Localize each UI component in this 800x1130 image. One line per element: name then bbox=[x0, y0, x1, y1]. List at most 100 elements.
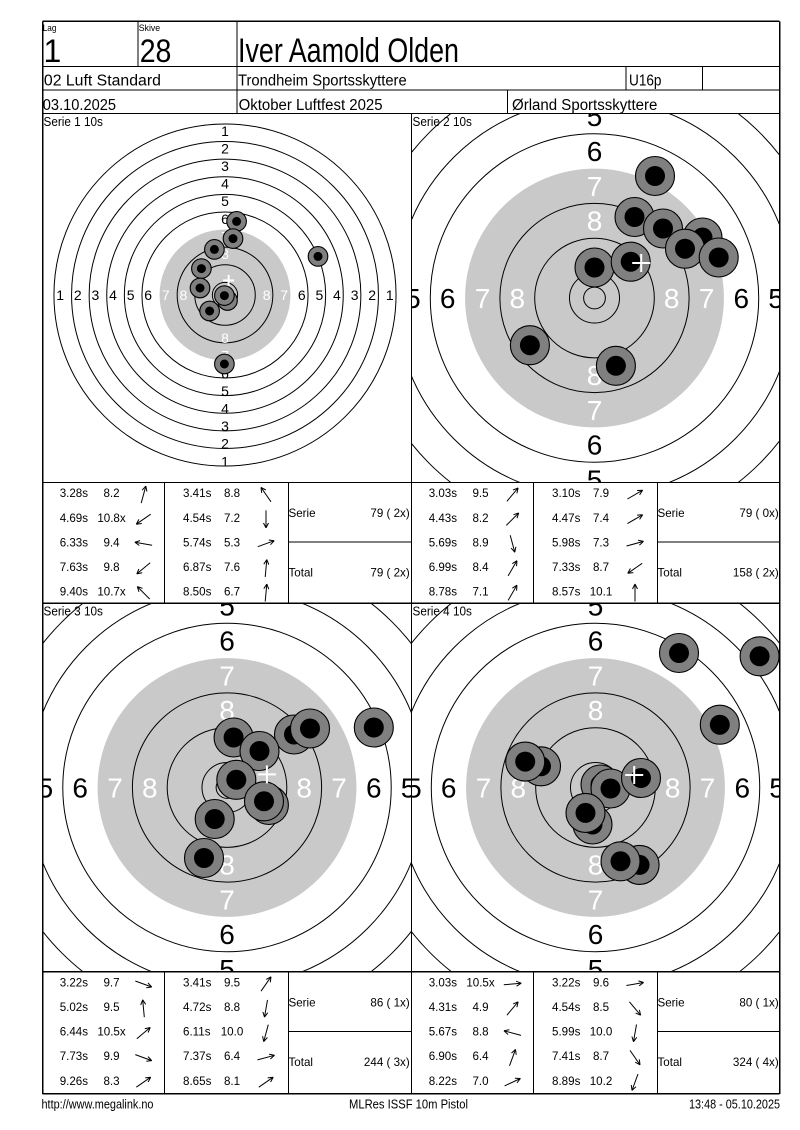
svg-text:6: 6 bbox=[588, 919, 604, 950]
svg-text:6: 6 bbox=[72, 772, 88, 803]
svg-text:7.4: 7.4 bbox=[593, 512, 610, 525]
svg-text:244 ( 3x): 244 ( 3x) bbox=[364, 1056, 410, 1069]
svg-text:5.69s: 5.69s bbox=[429, 536, 458, 549]
svg-text:Serie: Serie bbox=[289, 507, 316, 520]
svg-text:7.1: 7.1 bbox=[472, 585, 488, 598]
svg-text:7: 7 bbox=[280, 287, 288, 303]
svg-text:9.26s: 9.26s bbox=[60, 1075, 89, 1088]
svg-text:Total: Total bbox=[658, 1056, 683, 1069]
svg-text:Total: Total bbox=[658, 567, 683, 580]
svg-text:Serie: Serie bbox=[289, 997, 316, 1010]
svg-text:2: 2 bbox=[74, 287, 82, 303]
svg-text:03.10.2025: 03.10.2025 bbox=[43, 97, 116, 114]
svg-text:8: 8 bbox=[587, 206, 603, 237]
svg-text:6.4: 6.4 bbox=[224, 1050, 241, 1063]
svg-text:13:48 - 05.10.2025: 13:48 - 05.10.2025 bbox=[689, 1097, 780, 1111]
svg-text:1: 1 bbox=[44, 33, 62, 69]
svg-text:6: 6 bbox=[219, 626, 235, 657]
svg-text:1: 1 bbox=[221, 453, 229, 469]
svg-text:6: 6 bbox=[219, 919, 235, 950]
svg-text:8: 8 bbox=[221, 330, 229, 346]
svg-text:Skive: Skive bbox=[139, 23, 161, 34]
svg-text:8.65s: 8.65s bbox=[183, 1075, 212, 1088]
svg-text:8: 8 bbox=[665, 772, 681, 803]
svg-text:8.7: 8.7 bbox=[593, 1050, 609, 1063]
svg-text:8: 8 bbox=[664, 283, 680, 314]
svg-text:02 Luft Standard: 02 Luft Standard bbox=[44, 73, 161, 90]
svg-text:9.5: 9.5 bbox=[103, 1001, 119, 1014]
svg-text:Serie 1 10s: Serie 1 10s bbox=[44, 115, 103, 129]
svg-text:7.9: 7.9 bbox=[593, 487, 609, 500]
svg-text:Serie 4 10s: Serie 4 10s bbox=[413, 605, 472, 619]
svg-text:10.5x: 10.5x bbox=[97, 1026, 126, 1039]
svg-text:8: 8 bbox=[263, 287, 271, 303]
svg-text:5: 5 bbox=[588, 591, 604, 622]
svg-text:158 ( 2x): 158 ( 2x) bbox=[733, 567, 779, 580]
svg-text:3: 3 bbox=[92, 287, 100, 303]
svg-text:5.74s: 5.74s bbox=[183, 536, 212, 549]
svg-text:5.99s: 5.99s bbox=[552, 1026, 581, 1039]
svg-text:Iver Aamold Olden: Iver Aamold Olden bbox=[238, 32, 459, 70]
svg-text:3: 3 bbox=[351, 287, 359, 303]
svg-text:7.3: 7.3 bbox=[593, 536, 609, 549]
svg-text:6: 6 bbox=[587, 430, 603, 461]
svg-text:9.4: 9.4 bbox=[103, 536, 120, 549]
svg-text:2: 2 bbox=[221, 436, 229, 452]
svg-text:7: 7 bbox=[219, 884, 235, 915]
svg-text:7: 7 bbox=[331, 772, 347, 803]
svg-text:8.50s: 8.50s bbox=[183, 585, 212, 598]
svg-text:5.98s: 5.98s bbox=[552, 536, 581, 549]
svg-text:Total: Total bbox=[289, 567, 314, 580]
svg-text:6.90s: 6.90s bbox=[429, 1050, 458, 1063]
svg-text:4.54s: 4.54s bbox=[552, 1001, 581, 1014]
svg-text:3.10s: 3.10s bbox=[552, 487, 581, 500]
svg-text:79 ( 0x): 79 ( 0x) bbox=[739, 507, 778, 520]
svg-text:7: 7 bbox=[588, 660, 604, 691]
svg-text:Serie: Serie bbox=[658, 507, 685, 520]
svg-text:7.2: 7.2 bbox=[224, 512, 240, 525]
svg-text:2: 2 bbox=[221, 140, 229, 156]
svg-text:7: 7 bbox=[475, 283, 491, 314]
svg-text:4: 4 bbox=[109, 287, 117, 303]
svg-text:9.40s: 9.40s bbox=[60, 585, 89, 598]
svg-text:5: 5 bbox=[588, 954, 604, 985]
svg-text:Ørland Sportsskyttere: Ørland Sportsskyttere bbox=[512, 97, 657, 114]
svg-text:3.03s: 3.03s bbox=[429, 487, 458, 500]
svg-text:4: 4 bbox=[221, 401, 229, 417]
svg-text:7.63s: 7.63s bbox=[60, 561, 89, 574]
svg-text:9.6: 9.6 bbox=[593, 977, 609, 990]
svg-text:7: 7 bbox=[162, 287, 170, 303]
svg-text:1: 1 bbox=[386, 287, 394, 303]
svg-text:7: 7 bbox=[700, 772, 716, 803]
svg-text:8.3: 8.3 bbox=[103, 1075, 119, 1088]
svg-text:6: 6 bbox=[366, 772, 382, 803]
svg-text:7: 7 bbox=[587, 171, 603, 202]
svg-text:5.02s: 5.02s bbox=[60, 1001, 89, 1014]
svg-text:5: 5 bbox=[769, 772, 785, 803]
svg-text:6: 6 bbox=[588, 626, 604, 657]
svg-text:MLRes ISSF 10m Pistol: MLRes ISSF 10m Pistol bbox=[349, 1097, 468, 1111]
svg-text:7: 7 bbox=[476, 772, 492, 803]
svg-text:5: 5 bbox=[406, 772, 422, 803]
svg-text:4: 4 bbox=[333, 287, 341, 303]
svg-text:3.41s: 3.41s bbox=[183, 977, 212, 990]
svg-text:7.37s: 7.37s bbox=[183, 1050, 212, 1063]
svg-text:1: 1 bbox=[221, 123, 229, 139]
svg-text:8: 8 bbox=[588, 695, 604, 726]
svg-text:6.44s: 6.44s bbox=[60, 1026, 89, 1039]
svg-text:6.7: 6.7 bbox=[224, 585, 240, 598]
svg-text:10.1: 10.1 bbox=[590, 585, 613, 598]
svg-text:5: 5 bbox=[221, 193, 229, 209]
svg-text:8: 8 bbox=[180, 287, 188, 303]
svg-text:4.69s: 4.69s bbox=[60, 512, 89, 525]
svg-text:4.31s: 4.31s bbox=[429, 1001, 458, 1014]
svg-text:6: 6 bbox=[735, 772, 751, 803]
svg-text:6: 6 bbox=[298, 287, 306, 303]
svg-text:8.8: 8.8 bbox=[472, 1026, 488, 1039]
svg-text:10.0: 10.0 bbox=[590, 1026, 613, 1039]
svg-text:7: 7 bbox=[587, 395, 603, 426]
svg-text:Serie: Serie bbox=[658, 997, 685, 1010]
svg-text:5: 5 bbox=[219, 591, 235, 622]
svg-text:5: 5 bbox=[587, 464, 603, 495]
svg-text:8.2: 8.2 bbox=[472, 512, 488, 525]
